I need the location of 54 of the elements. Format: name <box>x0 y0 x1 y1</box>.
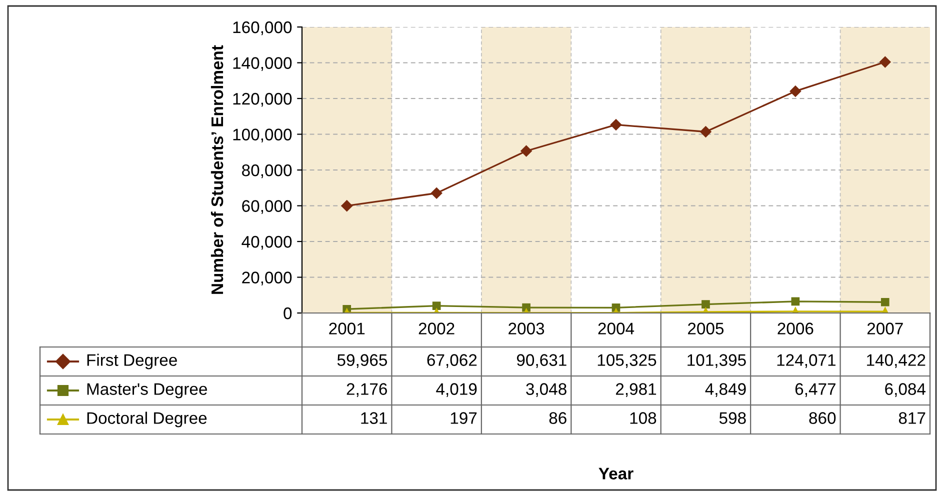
point <box>790 86 802 97</box>
point <box>522 303 530 312</box>
point <box>880 56 891 68</box>
text: Year <box>598 468 634 480</box>
y-tick-label: 80,000 <box>242 164 292 178</box>
point <box>700 126 712 138</box>
data-label: 108 <box>630 412 656 424</box>
data-label: 105,325 <box>598 354 656 368</box>
x-tick-label: 2004 <box>598 322 634 334</box>
point <box>432 302 441 310</box>
y-tick-label: 40,000 <box>242 236 292 250</box>
data-label: 3,048 <box>526 383 566 397</box>
data-label: 197 <box>450 412 477 424</box>
data-label: 817 <box>898 412 926 424</box>
x-tick-label: 2007 <box>867 322 903 334</box>
data-label: 2,176 <box>346 383 387 397</box>
y-tick-label: 160,000 <box>233 21 292 36</box>
data-label: 860 <box>809 412 836 424</box>
legend-label: Doctoral Degree <box>87 412 207 428</box>
point <box>880 298 890 306</box>
data-label: 101,395 <box>688 354 746 368</box>
y-tick-label: 20,000 <box>242 272 292 286</box>
y-axis-title: Number of Students’ Enrolment <box>210 45 224 294</box>
data-label: 2,981 <box>616 383 656 397</box>
y-tick-label: 140,000 <box>233 57 292 71</box>
data-label: 598 <box>719 412 746 424</box>
y-tick-label: 100,000 <box>233 128 292 142</box>
legend-label: Master's Degree <box>87 383 208 398</box>
y-tick-label: 120,000 <box>233 92 292 107</box>
point <box>341 200 352 212</box>
point <box>610 119 622 130</box>
x-tick-label: 2001 <box>329 322 365 334</box>
data-label: 6,477 <box>795 383 836 397</box>
x-tick-label: 2006 <box>778 322 814 334</box>
data-label: 59,965 <box>337 354 388 368</box>
point <box>520 145 532 157</box>
point <box>430 188 442 199</box>
x-tick-label: 2005 <box>688 322 724 334</box>
x-tick-label: 2002 <box>418 322 454 334</box>
point <box>791 297 800 306</box>
y-tick-label: 0 <box>284 307 292 320</box>
data-label: 90,631 <box>516 354 566 368</box>
legend-label: First Degree <box>87 354 177 370</box>
data-label: 131 <box>361 412 387 424</box>
point <box>702 300 710 308</box>
data-label: 4,019 <box>436 383 477 397</box>
data-label: 4,849 <box>705 383 746 397</box>
data-label: 67,062 <box>427 354 477 368</box>
data-label: 140,422 <box>867 354 926 368</box>
y-tick-label: 60,000 <box>242 200 292 214</box>
data-label: 6,084 <box>885 383 926 397</box>
x-tick-label: 2003 <box>508 322 544 334</box>
data-label: 124,071 <box>777 354 836 368</box>
data-label: 86 <box>549 412 566 424</box>
